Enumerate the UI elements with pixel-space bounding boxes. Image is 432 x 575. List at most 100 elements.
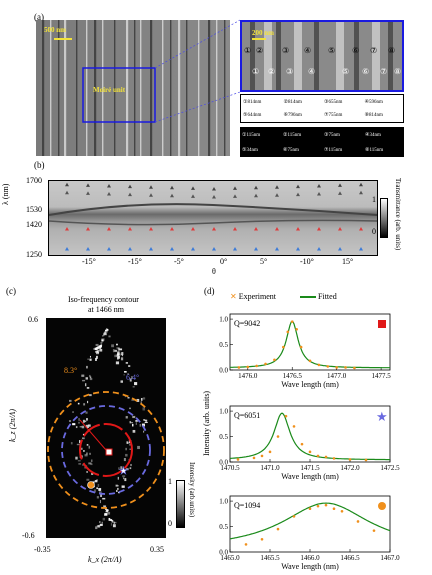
c-cbar-tick-0: 0 — [168, 519, 172, 528]
xtick-label: 1467.0 — [380, 554, 400, 562]
experiment-point — [326, 365, 330, 368]
table-black-cell: ⑥75nm — [283, 147, 299, 153]
c-colorbar — [176, 480, 185, 528]
panel-d-label: (d) — [204, 286, 215, 296]
experiment-point — [260, 454, 264, 458]
b-xtick: -15° — [128, 257, 142, 266]
xtick-label: 1472.0 — [340, 464, 360, 472]
c-title-2: at 1466 nm — [88, 305, 124, 314]
experiment-point — [356, 520, 360, 523]
b-xticks: -15° -15° -5° 0° 5° -10° 15° — [48, 258, 378, 268]
b-ytick-1420: 1420 — [26, 220, 42, 229]
iso-circle-blue — [61, 405, 151, 495]
b-colorbar — [380, 198, 388, 238]
experiment-point — [300, 442, 304, 446]
experiment-point — [340, 509, 344, 513]
experiment-point — [237, 366, 241, 369]
experiment-point — [268, 450, 272, 454]
width-table-black: ①115nm ②115nm ③75nm ④34nm ⑤34nm ⑥75nm ⑦1… — [240, 127, 404, 157]
xtick-label: 1466.5 — [340, 554, 360, 562]
circled-bottom-2: ② — [268, 67, 276, 76]
angle-label-orange: 8.3° — [64, 366, 78, 375]
xtick-label: 1472.5 — [380, 464, 400, 472]
xtick-label: 1471.5 — [300, 464, 320, 472]
c-title-1: Iso-frequency contour — [68, 295, 139, 304]
legend-fitted: Fitted — [318, 292, 337, 301]
b-xtick: -15° — [82, 257, 96, 266]
ytick-label: 0.5 — [219, 433, 228, 441]
table-white-cell: ①814nm — [243, 99, 262, 105]
circled-bottom-8: ⑧ — [394, 67, 402, 76]
table-black-cell: ③75nm — [324, 132, 340, 138]
experiment-point — [353, 366, 356, 370]
circled-bottom-5: ⑤ — [342, 67, 350, 76]
circled-top-2: ② — [256, 46, 264, 55]
q-factor-label: Q=9042 — [234, 319, 260, 328]
star-marker: ★ — [376, 409, 388, 424]
experiment-point — [292, 515, 296, 518]
zoom-lines — [154, 19, 241, 123]
b-xlabel: θ — [212, 267, 216, 276]
circle-marker — [378, 502, 386, 510]
table-white-cell: ⑤644nm — [243, 113, 262, 119]
c-ylabel-text: k_z (2π/Λ) — [8, 408, 17, 442]
iso-circle-marker — [87, 481, 95, 489]
experiment-point — [273, 358, 276, 362]
ytick-label: 0.0 — [219, 367, 228, 375]
circled-bottom-1: ① — [252, 67, 260, 76]
experiment-point — [292, 425, 296, 428]
sem-stripes — [42, 20, 226, 156]
circled-top-1: ① — [244, 46, 252, 55]
experiment-point — [282, 345, 285, 349]
experiment-point — [255, 364, 258, 368]
b-xtick: -10° — [300, 257, 314, 266]
plot-frame — [229, 313, 391, 371]
b-ytick-1700: 1700 — [26, 176, 42, 185]
iso-square-marker — [105, 448, 113, 456]
table-black-cell: ②115nm — [283, 132, 302, 138]
b-ytick-1250: 1250 — [26, 250, 42, 259]
experiment-point — [264, 362, 267, 366]
c-xtick-left: -0.35 — [34, 545, 51, 554]
c-xlabel: k_x (2π/Λ) — [88, 555, 122, 564]
dispersion-map — [48, 180, 378, 256]
circled-bottom-3: ③ — [286, 67, 294, 76]
experiment-point — [324, 503, 328, 507]
xlabel: Wave length (nm) — [281, 472, 339, 481]
experiment-point — [295, 327, 298, 331]
moire-unit-label: Moiré unit — [93, 86, 126, 94]
scale-bar-label-right: 200 nm — [252, 29, 274, 37]
panel-b-ylabel-text: λ (nm) — [1, 183, 10, 205]
circled-top-8: ⑧ — [388, 46, 396, 55]
xlabel: Wave length (nm) — [281, 380, 339, 389]
scale-bar-left — [54, 38, 72, 40]
ytick-label: 0.5 — [219, 341, 228, 349]
legend-fitted-line — [300, 296, 317, 299]
circled-bottom-7: ⑦ — [380, 67, 388, 76]
experiment-point — [317, 363, 321, 367]
legend-experiment: Experiment — [238, 292, 277, 301]
table-white-cell: ⑧814nm — [364, 113, 383, 119]
c-ytick-bottom: -0.6 — [22, 531, 35, 540]
table-white-cell: ⑦755nm — [324, 113, 343, 119]
circled-bottom-4: ④ — [308, 67, 316, 76]
panel-b-label: (b) — [34, 160, 45, 170]
d-legend: ✕ Experiment Fitted — [230, 292, 337, 301]
experiment-point — [260, 537, 264, 541]
experiment-point — [316, 504, 320, 508]
iso-radius-red — [79, 419, 107, 451]
iso-star-marker: ★ — [119, 466, 128, 477]
c-ylabel: k_z (2π/Λ) — [8, 409, 17, 442]
ytick-label: 0.0 — [219, 459, 228, 467]
table-black-cell: ⑤34nm — [242, 147, 258, 153]
iso-circle-orange — [47, 391, 165, 509]
table-white-cell: ⑥796nm — [283, 113, 302, 119]
circled-top-4: ④ — [304, 46, 312, 55]
sem-image — [36, 20, 230, 156]
fitted-curve — [229, 502, 391, 540]
sem-zoom-svg — [242, 22, 402, 90]
experiment-point — [276, 435, 280, 438]
table-black-cell: ④34nm — [365, 132, 381, 138]
panel-c-label: (c) — [6, 286, 16, 296]
